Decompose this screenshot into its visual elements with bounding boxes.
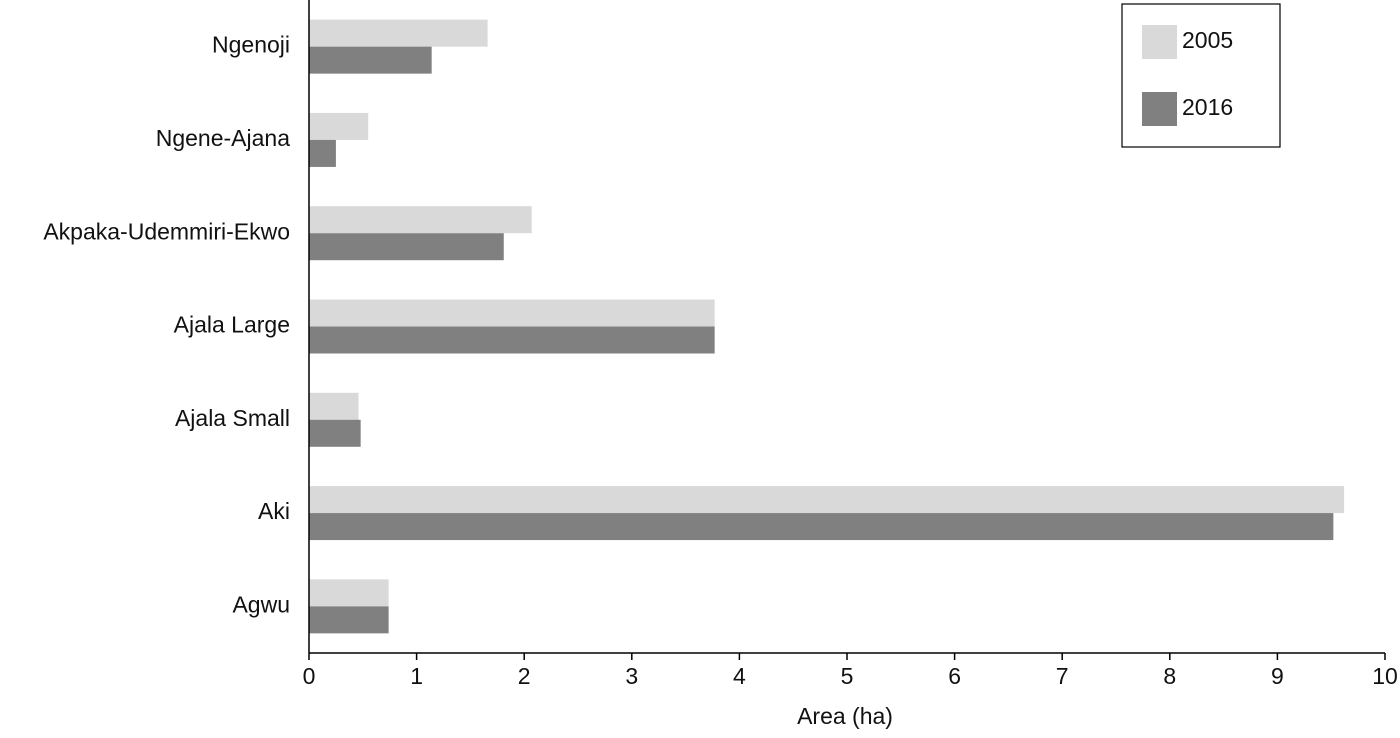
bar xyxy=(309,233,504,261)
x-tick-label: 0 xyxy=(303,663,316,689)
bar xyxy=(309,392,359,420)
y-tick-label: Ajala Small xyxy=(175,405,290,431)
bar xyxy=(309,486,1345,514)
x-tick-label: 6 xyxy=(948,663,961,689)
bar xyxy=(309,579,389,607)
y-tick-label: Ngenoji xyxy=(212,32,290,58)
x-tick-label: 7 xyxy=(1056,663,1069,689)
x-tick-label: 4 xyxy=(733,663,746,689)
bar xyxy=(309,419,361,447)
legend-swatch xyxy=(1142,25,1177,59)
x-tick-label: 9 xyxy=(1271,663,1284,689)
bar xyxy=(309,206,532,234)
y-tick-label: Ngene-Ajana xyxy=(156,125,290,151)
x-axis-title: Area (ha) xyxy=(797,703,893,729)
x-tick-label: 3 xyxy=(625,663,638,689)
legend-label: 2016 xyxy=(1182,94,1233,120)
bar xyxy=(309,326,715,354)
x-tick-label: 8 xyxy=(1163,663,1176,689)
bar xyxy=(309,513,1334,541)
bar xyxy=(309,112,369,140)
y-tick-label: Aki xyxy=(258,498,290,524)
bar xyxy=(309,299,715,327)
bar xyxy=(309,19,488,47)
y-tick-label: Agwu xyxy=(232,591,290,617)
legend-label: 2005 xyxy=(1182,27,1233,53)
x-tick-label: 2 xyxy=(518,663,531,689)
bar xyxy=(309,46,432,74)
x-tick-label: 5 xyxy=(841,663,854,689)
x-tick-label: 10 xyxy=(1372,663,1398,689)
x-tick-label: 1 xyxy=(410,663,423,689)
y-tick-label: Akpaka-Udemmiri-Ekwo xyxy=(43,218,290,244)
y-tick-label: Ajala Large xyxy=(174,312,290,338)
bar xyxy=(309,139,336,167)
bar xyxy=(309,606,389,634)
legend-swatch xyxy=(1142,92,1177,126)
